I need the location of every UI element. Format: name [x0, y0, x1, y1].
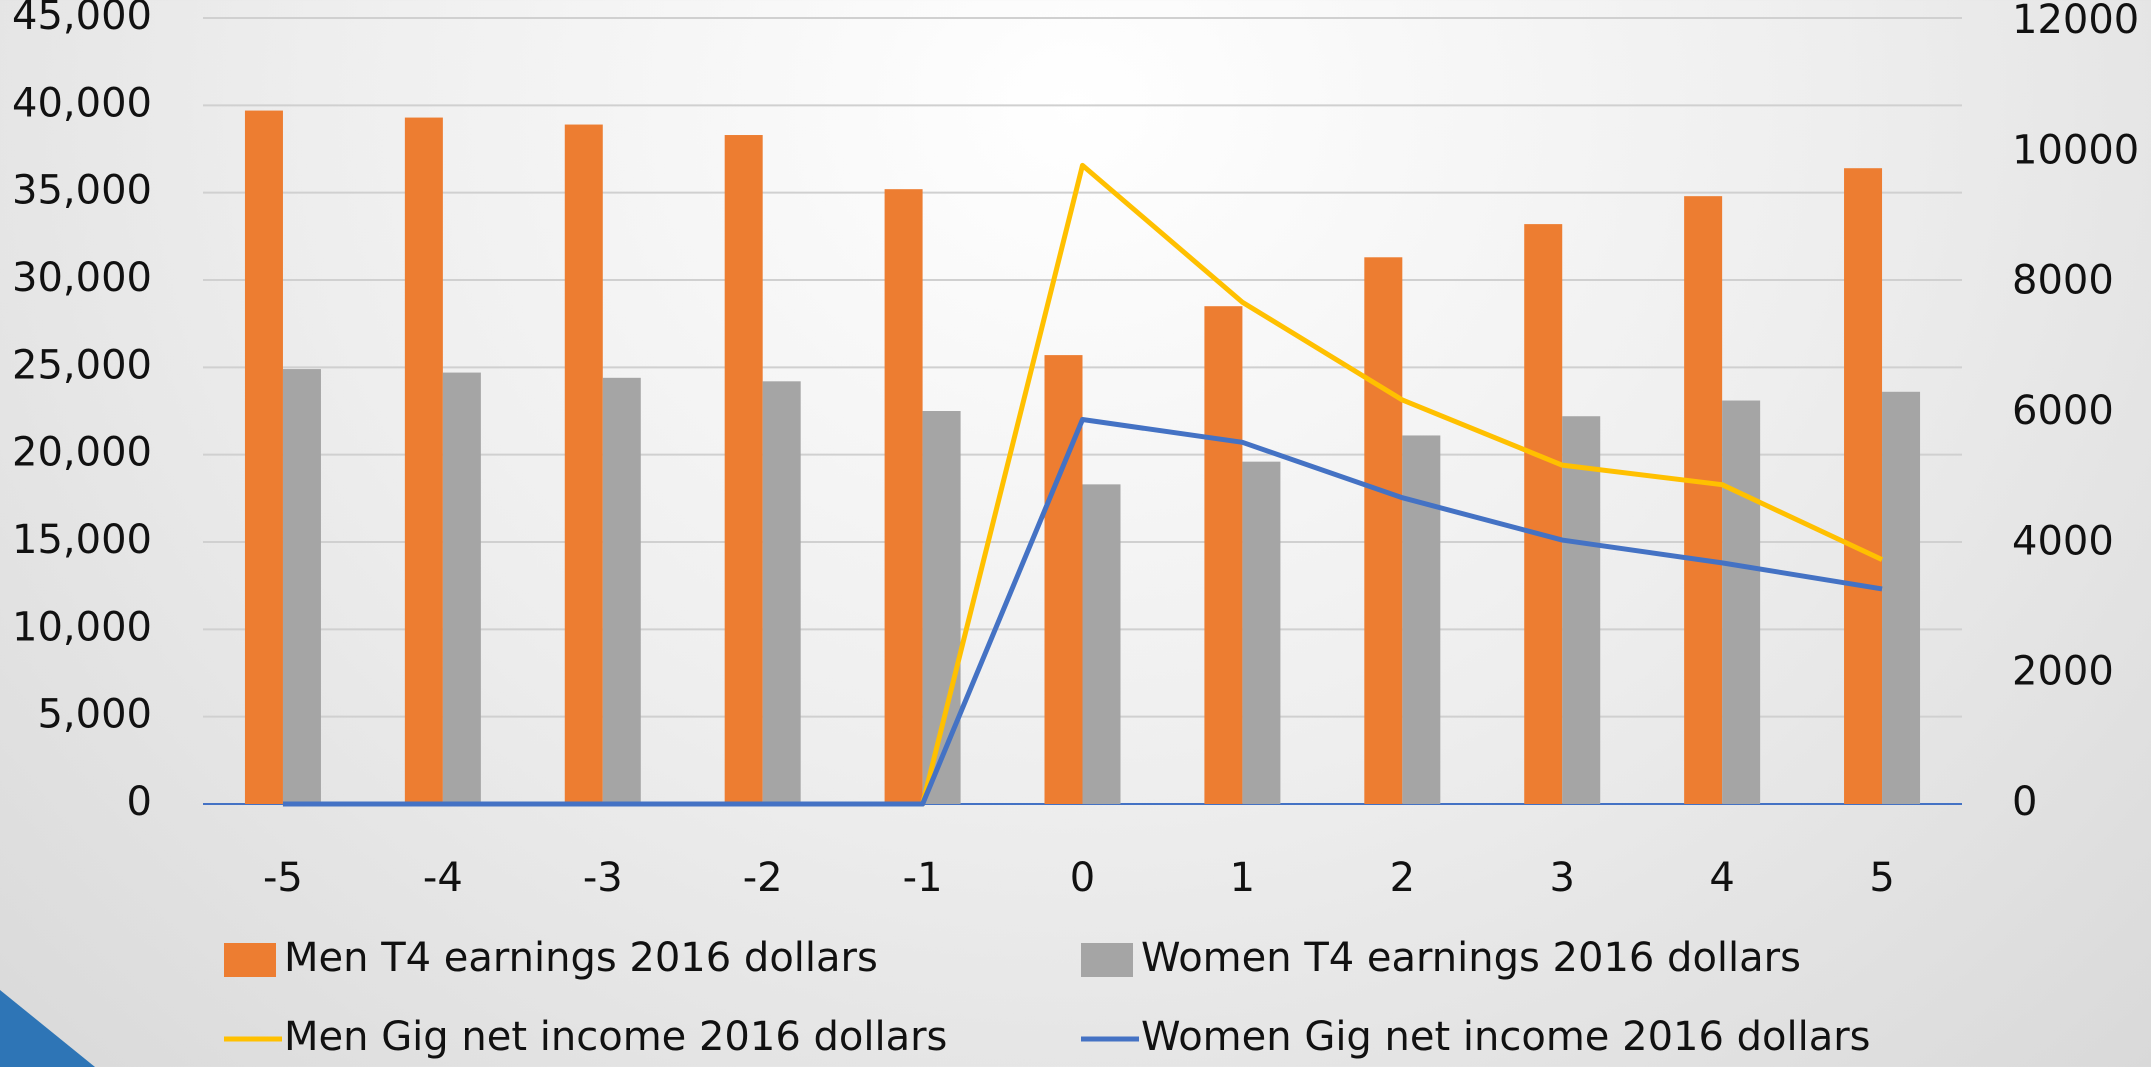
y-tick-label: 20,000	[12, 430, 152, 476]
x-tick-label: -4	[423, 855, 463, 901]
bar	[1882, 391, 1921, 804]
legend-swatch	[224, 943, 276, 977]
bar	[442, 372, 481, 804]
bar	[404, 117, 443, 804]
bar	[282, 369, 321, 804]
bar	[884, 189, 923, 804]
y2-tick-label: 0	[2012, 779, 2037, 825]
y-tick-label: 40,000	[12, 80, 152, 126]
bar	[1402, 435, 1441, 804]
bar	[1844, 168, 1883, 805]
corner-decoration	[0, 990, 95, 1067]
x-tick-label: 2	[1390, 855, 1415, 901]
bar	[244, 110, 283, 804]
bar	[564, 124, 603, 804]
line	[282, 417, 1883, 807]
bar	[762, 381, 801, 804]
y2-tick-label: 4000	[2012, 518, 2114, 564]
legend-label: Men T4 earnings 2016 dollars	[284, 935, 878, 981]
y-tick-label: 10,000	[12, 604, 152, 650]
legend-label: Women T4 earnings 2016 dollars	[1141, 935, 1801, 981]
bar	[1204, 306, 1243, 804]
bar	[1524, 224, 1563, 804]
bar	[1722, 400, 1761, 804]
x-tick-label: 0	[1070, 855, 1095, 901]
y2-tick-label: 8000	[2012, 258, 2114, 304]
x-tick-label: 5	[1869, 855, 1894, 901]
y-tick-label: 5,000	[37, 692, 152, 738]
y-tick-label: 25,000	[12, 342, 152, 388]
x-tick-label: 4	[1709, 855, 1734, 901]
bar	[1562, 416, 1601, 804]
bar	[724, 135, 763, 804]
x-tick-label: -2	[743, 855, 783, 901]
bar	[1242, 461, 1281, 804]
y2-tick-label: 6000	[2012, 388, 2114, 434]
y-tick-label: 35,000	[12, 168, 152, 214]
y-tick-label: 15,000	[12, 517, 152, 563]
legend-label: Women Gig net income 2016 dollars	[1141, 1014, 1871, 1060]
bar	[1082, 484, 1121, 804]
x-tick-label: 1	[1230, 855, 1255, 901]
legend-swatch	[1081, 943, 1133, 977]
y2-tick-label: 12000	[2012, 0, 2139, 43]
bar	[1684, 196, 1723, 804]
x-tick-label: -1	[903, 855, 943, 901]
bar	[922, 411, 961, 804]
bar	[1044, 355, 1083, 804]
x-tick-label: 3	[1550, 855, 1575, 901]
legend-label: Men Gig net income 2016 dollars	[284, 1014, 947, 1060]
x-tick-label: -3	[583, 855, 623, 901]
y2-tick-label: 2000	[2012, 649, 2114, 695]
bar	[1364, 257, 1403, 804]
y2-tick-label: 10000	[2012, 127, 2139, 173]
y-tick-label: 0	[127, 779, 152, 825]
y-tick-label: 45,000	[12, 0, 152, 39]
y-tick-label: 30,000	[12, 255, 152, 301]
bar	[602, 377, 641, 804]
x-tick-label: -5	[263, 855, 303, 901]
